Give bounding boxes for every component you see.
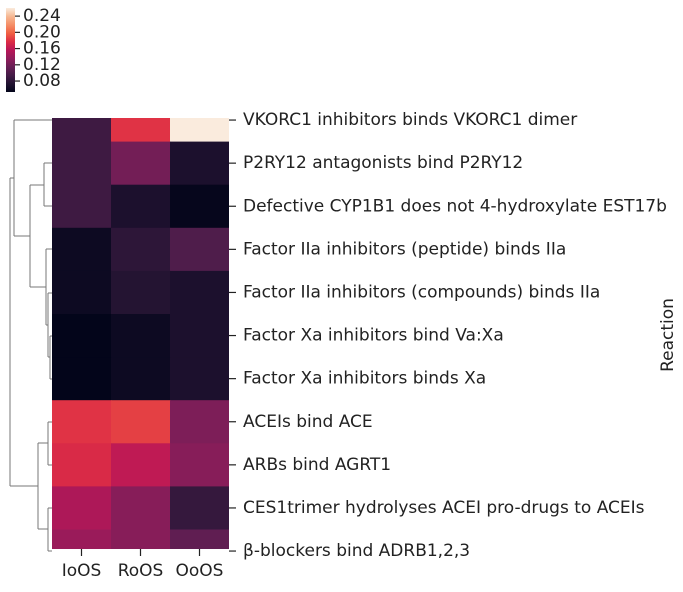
y-tick-label: Factor IIa inhibitors (peptide) binds II… [243, 239, 566, 259]
y-tick-label: ACEIs bind ACE [243, 412, 373, 432]
colorbar-tick-label: 0.24 [23, 6, 61, 26]
colorbar-tick-label: 0.16 [23, 39, 61, 59]
y-tick-label: Factor Xa inhibitors bind Va:Xa [243, 326, 504, 346]
heatmap-cell [111, 529, 171, 549]
heatmap-cell [170, 314, 229, 358]
heatmap-cell [111, 227, 171, 272]
colorbar-tick-label: 0.20 [23, 22, 61, 42]
heatmap-cell [170, 357, 229, 401]
colorbar-tick-label: 0.12 [23, 55, 61, 75]
heatmap-cell [111, 118, 171, 143]
y-tick-label: P2RY12 antagonists bind P2RY12 [243, 153, 523, 173]
heatmap-cell [170, 443, 229, 487]
heatmap-cell [111, 270, 171, 315]
heatmap-cell [111, 400, 171, 444]
heatmap-cell [170, 141, 229, 186]
y-tick-label: β-blockers bind ADRB1,2,3 [243, 541, 470, 561]
y-tick-label: Factor Xa inhibitors binds Xa [243, 369, 486, 389]
colorbar [6, 8, 15, 92]
x-tick-label: OoOS [176, 561, 224, 581]
heatmap-cell [52, 270, 112, 315]
heatmap-cell [52, 486, 112, 530]
y-tick-label: Defective CYP1B1 does not 4-hydroxylate … [243, 196, 667, 216]
heatmap-cell [170, 184, 229, 229]
heatmap-cell [170, 400, 229, 444]
heatmap-cell [170, 227, 229, 272]
y-tick-label: CES1trimer hydrolyses ACEI pro-drugs to … [243, 498, 645, 518]
y-axis-label: Reaction [658, 298, 678, 372]
y-tick-label: ARBs bind AGRT1 [243, 455, 391, 475]
heatmap-cell [111, 486, 171, 530]
heatmap-cell [111, 314, 171, 358]
heatmap-cell [52, 443, 112, 487]
heatmap-cell [52, 141, 112, 186]
heatmap-cell [170, 118, 229, 143]
heatmap-cell [111, 141, 171, 186]
x-tick-label: RoOS [118, 561, 164, 581]
colorbar-tick-label: 0.08 [23, 71, 61, 91]
heatmap-cell [52, 314, 112, 358]
heatmap-cell [52, 118, 112, 143]
heatmap-cell [52, 227, 112, 272]
heatmap [52, 118, 229, 549]
dendrogram [9, 119, 52, 552]
heatmap-cell [111, 184, 171, 229]
heatmap-cell [52, 357, 112, 401]
heatmap-cell [170, 270, 229, 315]
heatmap-cell [52, 529, 112, 549]
heatmap-cell [52, 184, 112, 229]
heatmap-cell [170, 529, 229, 549]
heatmap-cell [170, 486, 229, 530]
y-tick-label: Factor IIa inhibitors (compounds) binds … [243, 282, 600, 302]
heatmap-cell [111, 357, 171, 401]
y-tick-label: VKORC1 inhibitors binds VKORC1 dimer [243, 110, 577, 130]
heatmap-cell [52, 400, 112, 444]
heatmap-cell [111, 443, 171, 487]
x-tick-label: IoOS [62, 561, 102, 581]
